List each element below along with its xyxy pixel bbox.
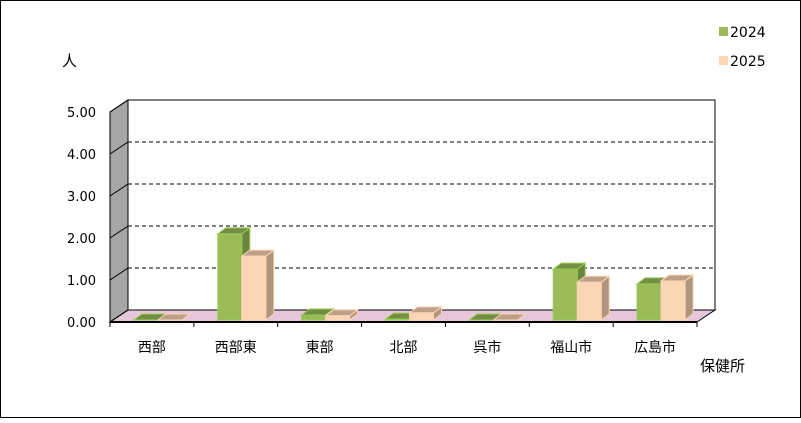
y-tick-label: 4.00 <box>67 148 96 163</box>
y-tick-label: 5.00 <box>67 106 96 121</box>
legend-label: 2025 <box>730 54 766 70</box>
bar-top <box>156 313 192 321</box>
gridline-wall <box>109 183 129 197</box>
gridline-wall <box>109 141 129 155</box>
y-tick-label: 2.00 <box>67 232 96 247</box>
side-wall <box>109 99 129 323</box>
gridline-wall <box>109 267 129 281</box>
bar-side <box>600 275 610 321</box>
gridline-wall <box>109 99 129 113</box>
x-tick-label: 呉市 <box>473 339 501 356</box>
bar-front <box>660 280 686 321</box>
bar-front <box>325 315 351 321</box>
bar-2025-西部 <box>156 313 192 321</box>
bar-side <box>265 249 275 321</box>
bar-2025-広島市 <box>659 273 695 321</box>
legend: 2024 2025 <box>719 25 766 70</box>
bar-2025-東部 <box>324 308 360 321</box>
legend-swatch <box>719 56 728 65</box>
bar-front <box>385 318 410 321</box>
gridline-wall <box>109 309 129 323</box>
bar-front <box>217 233 243 321</box>
bar-2025-北部 <box>408 305 443 321</box>
x-tick-label: 西部東 <box>215 340 257 356</box>
bar-top <box>491 313 527 321</box>
x-tick-label: 東部 <box>306 340 334 356</box>
y-tick-label: 3.00 <box>67 190 96 205</box>
bar-2025-西部東 <box>240 249 276 321</box>
back-wall <box>127 99 716 311</box>
y-axis-label: 人 <box>62 52 77 70</box>
x-tick-label: 西部 <box>138 340 166 356</box>
legend-label: 2024 <box>730 25 766 41</box>
y-tick-label: 1.00 <box>67 274 96 289</box>
bar-front <box>576 281 602 321</box>
bar-front <box>241 255 267 321</box>
x-tick-label: 広島市 <box>634 339 676 356</box>
legend-swatch <box>719 27 728 36</box>
x-tick-label: 福山市 <box>550 339 592 356</box>
x-axis-label: 保健所 <box>700 357 745 375</box>
bar-front <box>552 268 578 321</box>
gridline-wall <box>109 225 129 239</box>
x-tick-label: 北部 <box>390 340 418 356</box>
bar-front <box>636 283 662 321</box>
bar-front <box>301 314 327 321</box>
bar-side <box>684 273 694 321</box>
bar-front <box>409 312 434 321</box>
bar-2025-呉市 <box>491 313 527 321</box>
y-tick-label: 0.00 <box>67 316 96 331</box>
bar-2025-福山市 <box>575 275 611 321</box>
